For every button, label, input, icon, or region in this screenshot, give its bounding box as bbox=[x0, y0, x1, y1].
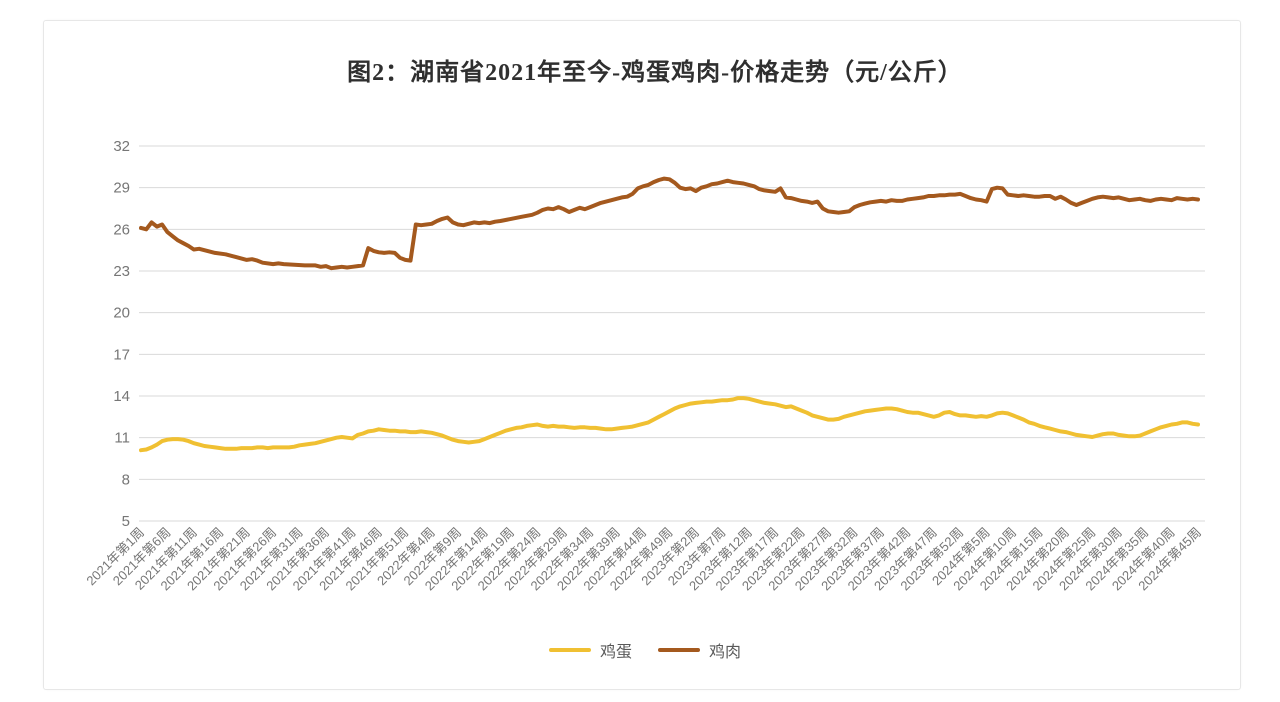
y-tick-label: 17 bbox=[113, 346, 130, 363]
y-tick-label: 20 bbox=[113, 305, 130, 322]
y-tick-label: 26 bbox=[113, 221, 130, 238]
legend-label-eggs: 鸡蛋 bbox=[599, 644, 632, 661]
y-tick-label: 8 bbox=[122, 471, 130, 488]
series-line-eggs bbox=[139, 396, 1200, 453]
series-line-chicken bbox=[139, 176, 1200, 271]
legend-item-chicken: 鸡肉 bbox=[658, 638, 741, 662]
legend-label-chicken: 鸡肉 bbox=[709, 644, 742, 661]
y-tick-label: 11 bbox=[114, 430, 130, 447]
eggs-line-swatch-icon bbox=[548, 648, 591, 652]
chart-title: 图2：湖南省2021年至今-鸡蛋鸡肉-价格走势（元/公斤） bbox=[347, 60, 963, 86]
y-tick-label: 23 bbox=[113, 263, 130, 280]
legend-item-eggs: 鸡蛋 bbox=[548, 638, 632, 662]
chart-card bbox=[43, 20, 1241, 690]
y-tick-label: 32 bbox=[113, 138, 130, 155]
chicken-line-swatch-icon bbox=[658, 648, 700, 652]
chart-legend: 鸡蛋 鸡肉 bbox=[0, 638, 1280, 662]
y-tick-label: 5 bbox=[122, 513, 130, 530]
y-tick-label: 29 bbox=[113, 180, 130, 197]
y-tick-label: 14 bbox=[113, 388, 130, 405]
